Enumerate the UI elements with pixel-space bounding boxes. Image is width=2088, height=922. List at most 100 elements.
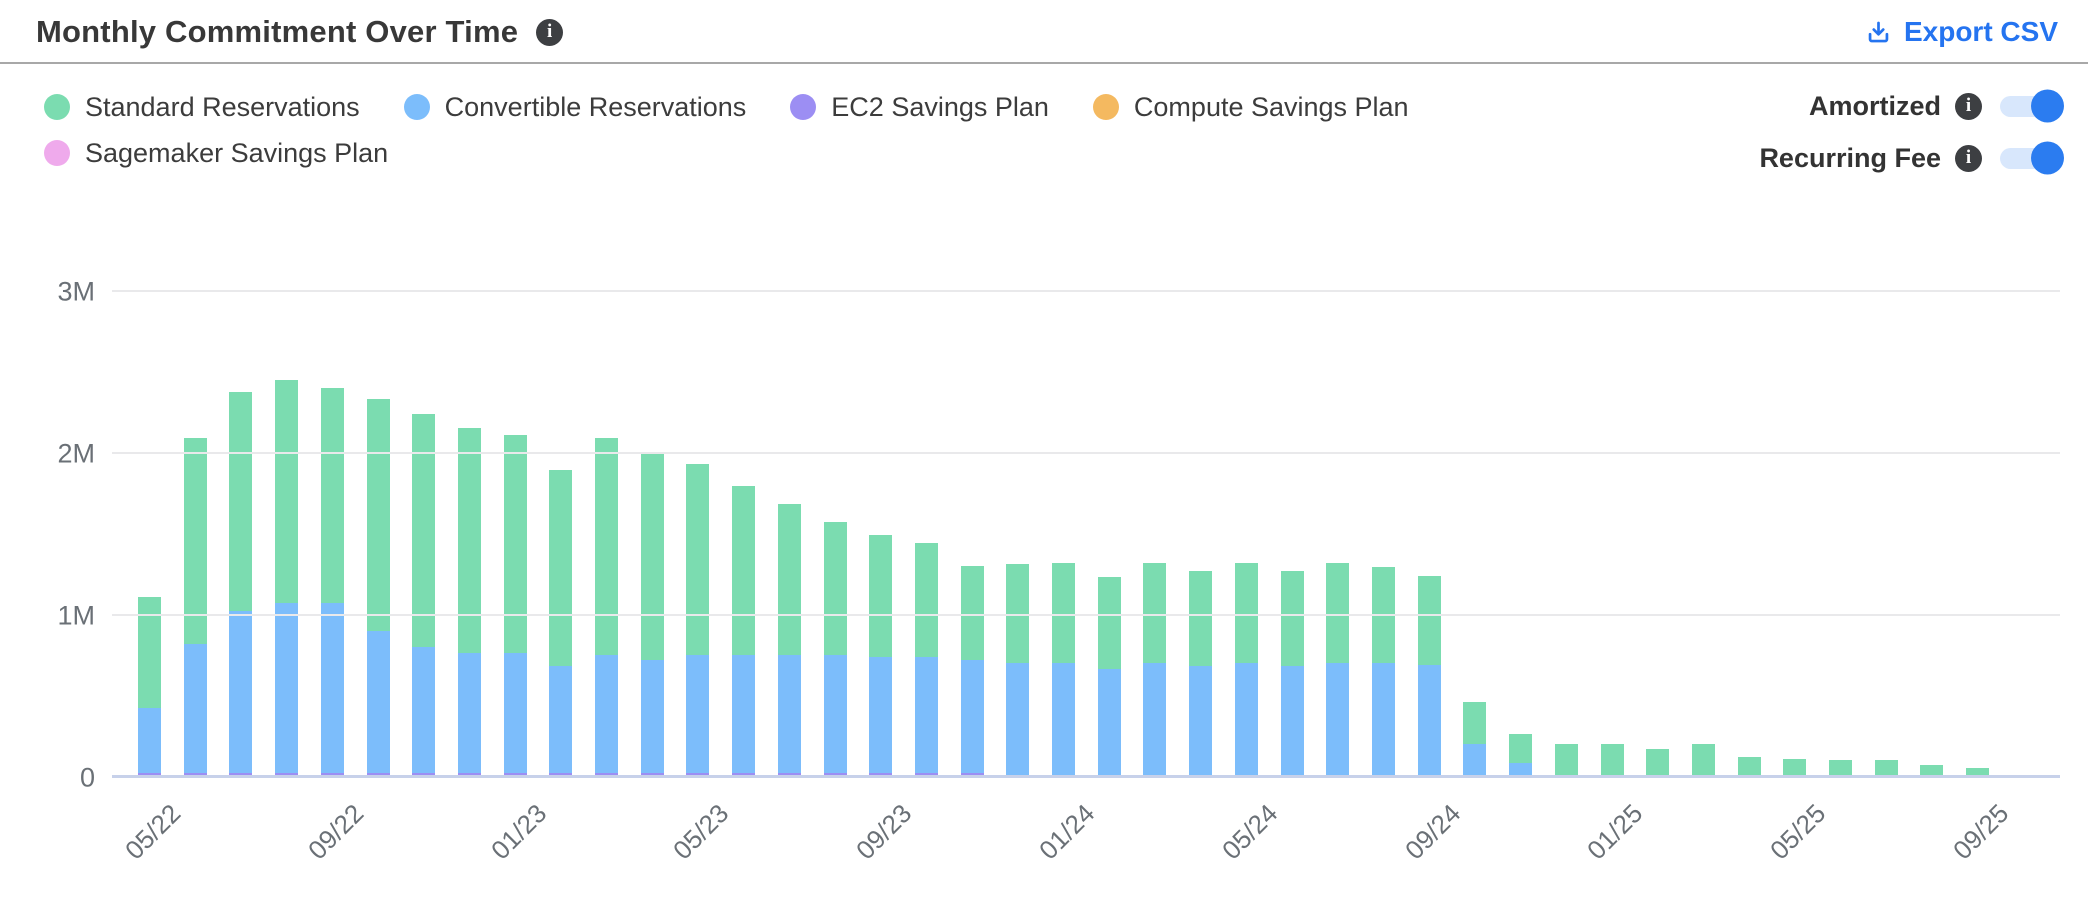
x-tick-label: 05/23: [667, 798, 735, 866]
x-tick-label: 01/23: [484, 798, 552, 866]
x-tick-slot: 09/23: [850, 786, 917, 876]
bar-06/22[interactable]: [183, 437, 207, 778]
bar-06/23[interactable]: [732, 486, 756, 778]
bar-05/24[interactable]: [1234, 562, 1258, 778]
bar-segment: [1097, 577, 1121, 670]
chart-legend: Standard Reservations Convertible Reserva…: [44, 84, 1544, 176]
bar-02/23[interactable]: [549, 470, 573, 778]
bar-06/25[interactable]: [1829, 760, 1853, 778]
toggle-group: Amortized i Recurring Fee i: [1759, 84, 2064, 180]
y-tick-label: 3M: [57, 276, 95, 307]
bar-12/22[interactable]: [457, 428, 481, 778]
bar-segment: [1783, 758, 1807, 778]
bar-11/22[interactable]: [412, 413, 436, 778]
bar-09/23[interactable]: [869, 535, 893, 778]
x-tick-slot: 05/23: [667, 786, 734, 876]
bar-segment: [138, 708, 161, 774]
x-tick-slot: [595, 786, 618, 876]
bar-02/24[interactable]: [1097, 577, 1121, 778]
toggle-knob: [2031, 141, 2064, 175]
legend-item-compute-savings-plan[interactable]: Compute Savings Plan: [1092, 84, 1409, 130]
x-axis-labels: 05/22 09/22 01/23 05/23 09/23 01/24 05/24 09/24…: [119, 786, 2035, 876]
x-tick-slot: [2012, 786, 2035, 876]
x-tick-label: 09/23: [850, 798, 918, 866]
download-icon: [1868, 21, 1889, 42]
bar-03/23[interactable]: [595, 437, 619, 778]
bar-07/24[interactable]: [1326, 562, 1350, 778]
stacked-bar-chart: 05/22 09/22 01/23 05/23 09/23 01/24 05/24 09/24…: [57, 277, 2060, 865]
bar-07/23[interactable]: [777, 504, 801, 778]
bar-08/25[interactable]: [1920, 765, 1944, 778]
bar-01/23[interactable]: [503, 434, 527, 778]
bar-09/22[interactable]: [320, 387, 344, 778]
bar-12/23[interactable]: [1006, 564, 1030, 778]
legend-item-ec2-savings-plan[interactable]: EC2 Savings Plan: [790, 84, 1049, 130]
bar-03/25[interactable]: [1691, 743, 1715, 778]
bar-07/25[interactable]: [1874, 760, 1898, 778]
bar-08/23[interactable]: [823, 522, 847, 778]
bar-08/24[interactable]: [1371, 567, 1395, 778]
bar-01/24[interactable]: [1052, 562, 1076, 778]
legend-label: Sagemaker Savings Plan: [85, 137, 389, 168]
export-csv-button[interactable]: Export CSV: [1865, 16, 2058, 48]
bar-segment: [366, 398, 390, 631]
y-tick-label: 1M: [57, 600, 95, 631]
bar-07/22[interactable]: [229, 392, 253, 778]
bar-04/25[interactable]: [1737, 756, 1761, 778]
bar-05/22[interactable]: [138, 596, 161, 778]
bar-10/22[interactable]: [366, 398, 390, 778]
x-tick-slot: [184, 786, 207, 876]
bar-segment: [1554, 743, 1578, 778]
x-tick-slot: [1692, 786, 1715, 876]
bar-05/25[interactable]: [1783, 758, 1807, 778]
bar-segment: [777, 504, 801, 655]
x-tick-label: 09/25: [1947, 798, 2015, 866]
bar-04/23[interactable]: [640, 452, 664, 778]
legend-dot-icon: [790, 94, 817, 120]
amortized-info-icon[interactable]: i: [1955, 92, 1982, 120]
bars-container: [138, 292, 2035, 778]
bar-segment: [1371, 662, 1395, 778]
bar-segment: [1280, 666, 1304, 778]
bar-segment: [595, 773, 619, 777]
legend-item-standard-reservations[interactable]: Standard Reservations: [44, 84, 360, 130]
x-tick-slot: 01/25: [1581, 786, 1648, 876]
amortized-label: Amortized: [1808, 90, 1941, 121]
recurring-fee-info-icon[interactable]: i: [1955, 144, 1982, 172]
bar-segment: [732, 773, 756, 777]
bar-segment: [275, 379, 299, 604]
bar-04/24[interactable]: [1189, 570, 1213, 778]
bar-11/24[interactable]: [1509, 734, 1533, 778]
bar-segment: [1052, 662, 1076, 778]
bar-segment: [686, 773, 710, 777]
bar-09/25[interactable]: [1966, 768, 1990, 778]
bar-08/22[interactable]: [275, 379, 299, 778]
bar-10/23[interactable]: [914, 543, 938, 778]
bar-segment: [686, 654, 710, 774]
bar-segment: [503, 773, 527, 777]
bar-segment: [1600, 743, 1624, 778]
bar-12/24[interactable]: [1554, 743, 1578, 778]
amortized-toggle[interactable]: [2000, 89, 2064, 123]
bar-segment: [777, 654, 801, 774]
bar-segment: [366, 630, 390, 774]
legend-item-sagemaker-savings-plan[interactable]: Sagemaker Savings Plan: [44, 130, 388, 176]
bar-segment: [960, 565, 984, 660]
bar-segment: [869, 656, 893, 774]
bar-segment: [914, 656, 938, 774]
bar-01/25[interactable]: [1600, 743, 1624, 778]
legend-item-convertible-reservations[interactable]: Convertible Reservations: [403, 84, 746, 130]
bar-segment: [549, 666, 573, 774]
bar-05/23[interactable]: [686, 463, 710, 778]
bar-segment: [1234, 662, 1258, 778]
bar-02/25[interactable]: [1646, 748, 1670, 778]
bar-06/24[interactable]: [1280, 570, 1304, 778]
bar-segment: [595, 437, 619, 655]
bar-03/24[interactable]: [1143, 562, 1167, 778]
title-info-icon[interactable]: i: [536, 18, 564, 46]
recurring-fee-toggle[interactable]: [2000, 141, 2064, 175]
bar-09/24[interactable]: [1417, 575, 1441, 778]
bar-10/24[interactable]: [1463, 701, 1487, 778]
x-tick-slot: [824, 786, 847, 876]
bar-11/23[interactable]: [960, 565, 984, 778]
